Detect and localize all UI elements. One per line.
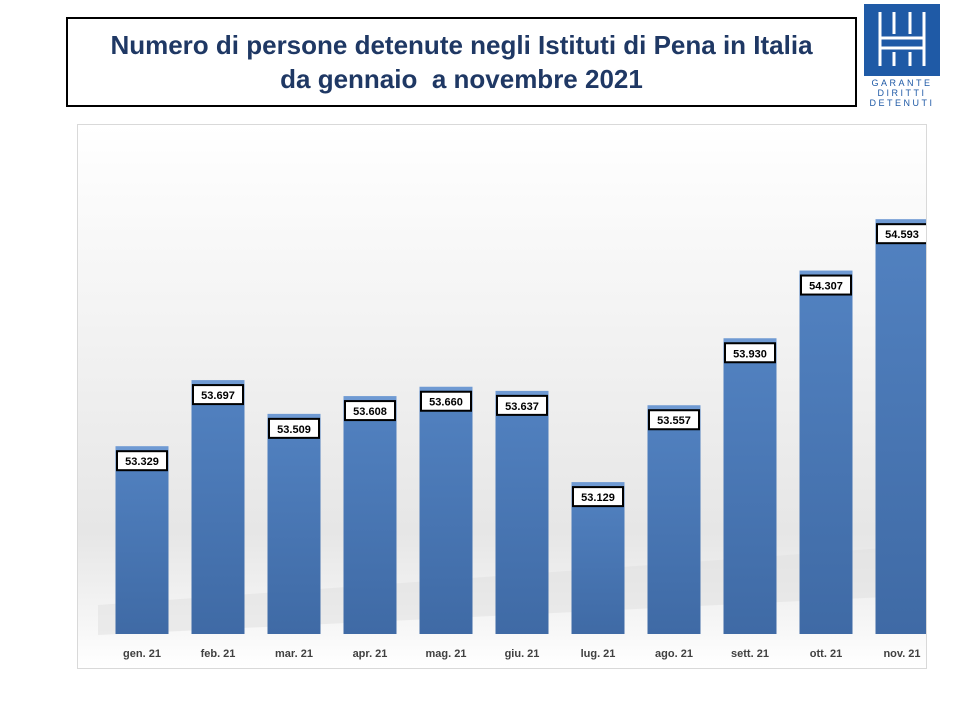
bar-top-9 (799, 270, 853, 275)
x-tick-label-4: mag. 21 (426, 648, 467, 660)
bar-top-5 (495, 390, 549, 395)
data-label-3: 53.608 (353, 406, 387, 418)
bar-4 (419, 389, 473, 634)
bar-top-2 (267, 413, 321, 418)
chart-title-line-1: Numero di persone detenute negli Istitut… (110, 30, 813, 60)
x-tick-label-3: apr. 21 (353, 648, 388, 660)
data-label-box-0 (116, 450, 168, 472)
x-tick-label-1: feb. 21 (201, 648, 236, 660)
x-tick-label-9: ott. 21 (810, 648, 842, 660)
chart-title-box: Numero di persone detenute negli Istitut… (66, 17, 857, 107)
x-tick-label-0: gen. 21 (123, 648, 161, 660)
logo-text-line-1: GARANTE (871, 78, 932, 88)
data-label-5: 53.637 (505, 401, 539, 413)
x-tick-label-6: lug. 21 (581, 648, 616, 660)
data-label-box-6 (572, 486, 624, 508)
x-tick-label-10: nov. 21 (883, 648, 920, 660)
bar-top-1 (191, 380, 245, 385)
chart-frame: 53.329 53.697 53.509 53.608 53.660 53.637 53.1… (77, 124, 929, 669)
data-label-9: 54.307 (809, 281, 843, 293)
x-tick-label-8: sett. 21 (731, 648, 769, 660)
x-tick-label-5: giu. 21 (505, 648, 540, 660)
data-label-box-2 (268, 417, 320, 439)
data-label-box-8 (724, 342, 776, 364)
data-label-box-1 (192, 384, 244, 406)
logo-mark-icon (864, 4, 940, 76)
bar-10 (875, 222, 929, 635)
garante-logo: GARANTE DIRITTI DETENUTI (862, 4, 942, 108)
bar-top-7 (647, 405, 701, 410)
bar-0 (115, 449, 169, 634)
data-label-box-7 (648, 409, 700, 431)
data-label-box-3 (344, 400, 396, 422)
bar-6 (571, 485, 625, 634)
chart-title-line-2: da gennaio a novembre 2021 (280, 64, 643, 94)
data-label-box-4 (420, 390, 472, 412)
data-label-7: 53.557 (657, 415, 691, 427)
bar-top-4 (419, 386, 473, 391)
bar-top-8 (723, 338, 777, 343)
x-tick-label-7: ago. 21 (655, 648, 693, 660)
logo-text-line-3: DETENUTI (870, 98, 935, 108)
bar-7 (647, 408, 701, 634)
bar-top-3 (343, 396, 397, 401)
bar-top-6 (571, 482, 625, 487)
data-label-1: 53.697 (201, 390, 235, 402)
bar-top-10 (875, 219, 929, 224)
bar-8 (723, 341, 777, 634)
data-label-8: 53.930 (733, 348, 767, 360)
data-label-box-5 (496, 394, 548, 416)
logo-text-line-2: DIRITTI (878, 88, 927, 98)
data-label-6: 53.129 (581, 492, 615, 504)
data-label-box-9 (800, 274, 852, 296)
x-tick-label-2: mar. 21 (275, 648, 313, 660)
bar-5 (495, 393, 549, 634)
bar-1 (191, 383, 245, 634)
data-label-2: 53.509 (277, 424, 311, 436)
bar-chart: 53.329 53.697 53.509 53.608 53.660 53.637 53.1… (78, 125, 929, 668)
bar-9 (799, 273, 853, 634)
bar-top-0 (115, 446, 169, 451)
data-label-10: 54.593 (885, 229, 919, 241)
bar-2 (267, 416, 321, 634)
data-label-4: 53.660 (429, 397, 463, 409)
bar-3 (343, 399, 397, 634)
data-label-0: 53.329 (125, 456, 159, 468)
